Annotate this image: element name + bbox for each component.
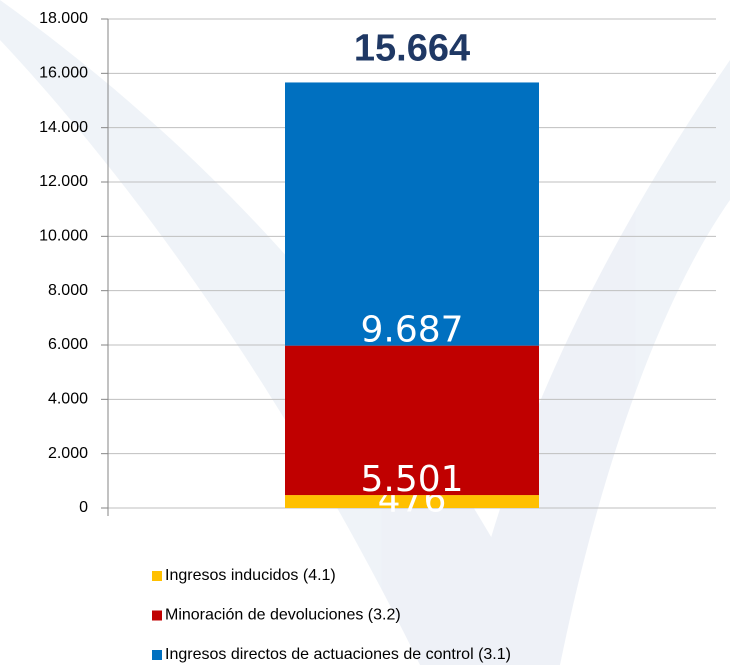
watermark-shape — [460, 60, 730, 665]
y-tick-label: 2.000 — [48, 445, 88, 462]
bar-segment — [285, 82, 539, 346]
legend-swatch — [152, 650, 162, 660]
legend-label: Minoración de devoluciones (3.2) — [165, 607, 401, 624]
value-label: 5.501 — [360, 459, 463, 500]
legend-swatch — [152, 571, 162, 581]
y-tick-label: 0 — [79, 499, 88, 516]
total-label: 15.664 — [354, 27, 470, 69]
legend-swatch — [152, 610, 162, 621]
y-tick-label: 10.000 — [39, 228, 88, 245]
y-tick-label: 6.000 — [48, 336, 88, 353]
y-tick-label: 18.000 — [39, 10, 88, 27]
bar-segment — [285, 345, 539, 496]
y-tick-label: 12.000 — [39, 173, 88, 190]
legend-label: Ingresos inducidos (4.1) — [165, 567, 336, 584]
y-tick-label: 14.000 — [39, 119, 88, 136]
y-tick-label: 8.000 — [48, 282, 88, 299]
y-tick-label: 4.000 — [48, 391, 88, 408]
bar-segment — [285, 495, 539, 508]
value-label: 9.687 — [360, 310, 463, 351]
legend-label: Ingresos directos de actuaciones de cont… — [165, 646, 511, 663]
y-tick-label: 16.000 — [39, 65, 88, 82]
